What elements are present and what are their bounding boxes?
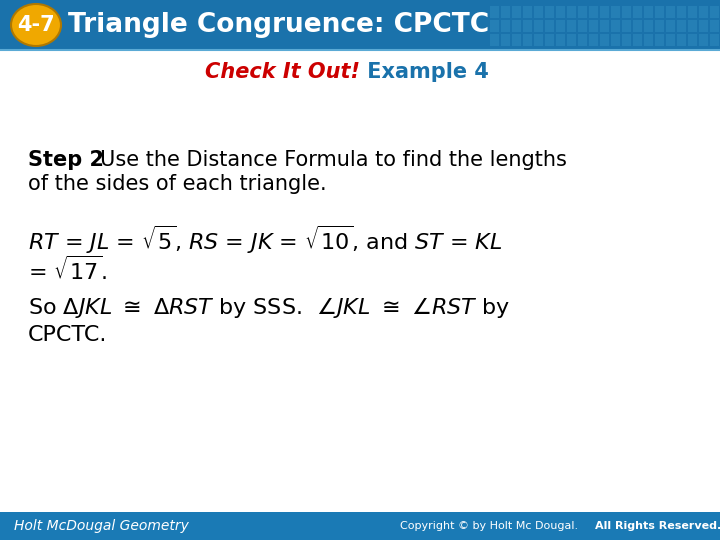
Text: Copyright © by Holt Mc Dougal.: Copyright © by Holt Mc Dougal. xyxy=(400,521,582,531)
Bar xyxy=(490,20,499,32)
Text: Example 4: Example 4 xyxy=(360,62,489,82)
Bar xyxy=(512,34,521,46)
Bar xyxy=(633,20,642,32)
Bar xyxy=(710,34,719,46)
Bar xyxy=(501,6,510,18)
Bar xyxy=(600,34,609,46)
Text: All Rights Reserved.: All Rights Reserved. xyxy=(595,521,720,531)
Bar xyxy=(556,34,565,46)
Bar xyxy=(534,6,543,18)
Bar xyxy=(534,20,543,32)
Bar xyxy=(600,6,609,18)
Bar xyxy=(666,6,675,18)
Bar xyxy=(567,6,576,18)
Text: CPCTC.: CPCTC. xyxy=(28,325,107,345)
Bar xyxy=(534,34,543,46)
Text: = $\sqrt{17}$.: = $\sqrt{17}$. xyxy=(28,256,107,285)
Text: Check It Out!: Check It Out! xyxy=(205,62,360,82)
Bar xyxy=(545,34,554,46)
Bar xyxy=(512,6,521,18)
Bar xyxy=(644,20,653,32)
Bar xyxy=(501,34,510,46)
Bar xyxy=(611,20,620,32)
Bar xyxy=(523,34,532,46)
Text: Use the Distance Formula to find the lengths: Use the Distance Formula to find the len… xyxy=(100,150,567,170)
Bar xyxy=(655,6,664,18)
Bar xyxy=(666,34,675,46)
Bar xyxy=(556,6,565,18)
Bar xyxy=(523,6,532,18)
Bar xyxy=(556,20,565,32)
Bar xyxy=(622,34,631,46)
Bar xyxy=(666,20,675,32)
Text: Triangle Congruence: CPCTC: Triangle Congruence: CPCTC xyxy=(68,12,489,38)
Bar xyxy=(622,6,631,18)
Bar xyxy=(0,0,720,50)
Bar xyxy=(545,20,554,32)
Text: So $\Delta\mathit{JKL}$ $\cong$ $\Delta\mathit{RST}$ by SSS.  $\angle\mathit{JKL: So $\Delta\mathit{JKL}$ $\cong$ $\Delta\… xyxy=(28,295,510,320)
Bar xyxy=(699,6,708,18)
Bar xyxy=(490,6,499,18)
Bar xyxy=(567,20,576,32)
Bar xyxy=(567,34,576,46)
Bar xyxy=(688,34,697,46)
Bar xyxy=(699,34,708,46)
Bar xyxy=(611,34,620,46)
Bar xyxy=(688,20,697,32)
Bar xyxy=(622,20,631,32)
Bar xyxy=(611,6,620,18)
Bar xyxy=(0,512,720,540)
Bar xyxy=(655,20,664,32)
Bar xyxy=(633,6,642,18)
Bar xyxy=(600,20,609,32)
Bar xyxy=(688,6,697,18)
Bar xyxy=(578,6,587,18)
Bar xyxy=(644,34,653,46)
Bar xyxy=(589,34,598,46)
Bar xyxy=(699,20,708,32)
Bar xyxy=(523,20,532,32)
Text: of the sides of each triangle.: of the sides of each triangle. xyxy=(28,174,327,194)
Bar xyxy=(710,20,719,32)
Bar xyxy=(545,6,554,18)
Text: $\mathit{RT}$ = $\mathit{JL}$ = $\sqrt{5}$, $\mathit{RS}$ = $\mathit{JK}$ = $\sq: $\mathit{RT}$ = $\mathit{JL}$ = $\sqrt{5… xyxy=(28,224,503,256)
Bar xyxy=(512,20,521,32)
Text: Step 2: Step 2 xyxy=(28,150,104,170)
Bar xyxy=(589,20,598,32)
Bar xyxy=(677,34,686,46)
Bar xyxy=(578,34,587,46)
Bar xyxy=(633,34,642,46)
Text: Holt McDougal Geometry: Holt McDougal Geometry xyxy=(14,519,189,533)
Bar xyxy=(589,6,598,18)
Bar xyxy=(710,6,719,18)
Bar xyxy=(578,20,587,32)
Bar xyxy=(677,20,686,32)
Text: 4-7: 4-7 xyxy=(17,15,55,35)
Bar xyxy=(655,34,664,46)
Bar xyxy=(490,34,499,46)
Bar xyxy=(644,6,653,18)
Bar xyxy=(677,6,686,18)
Ellipse shape xyxy=(11,4,61,46)
Bar xyxy=(501,20,510,32)
